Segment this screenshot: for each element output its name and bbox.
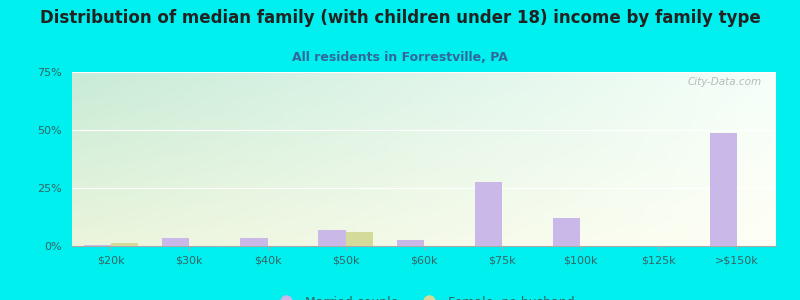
Text: All residents in Forrestville, PA: All residents in Forrestville, PA — [292, 51, 508, 64]
Bar — [553, 218, 581, 246]
Text: Distribution of median family (with children under 18) income by family type: Distribution of median family (with chil… — [40, 9, 760, 27]
Legend: Married couple, Female, no husband: Married couple, Female, no husband — [268, 290, 580, 300]
Bar — [318, 230, 346, 246]
Bar — [162, 238, 190, 246]
Text: City-Data.com: City-Data.com — [688, 77, 762, 87]
Bar — [111, 242, 138, 246]
Bar — [710, 134, 737, 246]
Bar — [346, 232, 373, 246]
Bar — [240, 238, 267, 246]
Bar — [397, 240, 424, 246]
Bar — [84, 245, 111, 246]
Bar — [475, 182, 502, 246]
